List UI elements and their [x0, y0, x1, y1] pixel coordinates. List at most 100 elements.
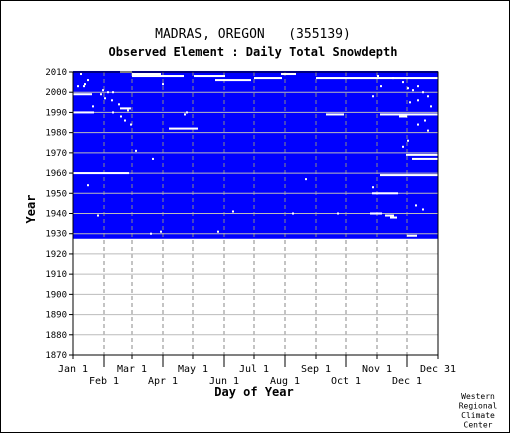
missing-point [150, 232, 152, 235]
y-tick-label: 1990 [45, 108, 67, 118]
y-tick-label: 1970 [45, 149, 67, 159]
y-tick-label: 2000 [45, 88, 67, 98]
missing-point [80, 73, 82, 76]
missing-point [372, 95, 374, 98]
missing-point [422, 91, 424, 94]
missing-point [407, 139, 409, 142]
missing-segment [407, 234, 417, 237]
x-tick-label: Dec 1 [392, 376, 422, 387]
missing-segment [370, 212, 382, 215]
y-axis-label: Year [24, 195, 38, 224]
missing-point [102, 89, 104, 92]
missing-point [415, 204, 417, 207]
missing-segment [132, 75, 184, 78]
x-tick-label: Jun 1 [209, 376, 239, 387]
missing-point [422, 208, 424, 211]
missing-point [186, 111, 188, 114]
missing-point [83, 85, 85, 88]
y-tick-label: 1870 [45, 351, 67, 361]
missing-segment [215, 79, 251, 82]
missing-segment [120, 107, 131, 110]
missing-point [160, 230, 162, 233]
missing-point [407, 87, 409, 90]
chart-subtitle: Observed Element : Daily Total Snowdepth [109, 45, 398, 59]
x-tick-label: Aug 1 [270, 376, 300, 387]
missing-segment [380, 113, 438, 116]
missing-point [417, 85, 419, 88]
missing-point [217, 230, 219, 233]
x-tick-label: Dec 31 [420, 364, 456, 375]
missing-point [112, 111, 114, 114]
missing-point [427, 95, 429, 98]
missing-point [127, 109, 129, 112]
missing-segment [194, 75, 225, 78]
y-tick-label: 1930 [45, 230, 67, 240]
missing-segment [399, 115, 407, 118]
missing-segment [372, 192, 398, 195]
x-tick-label: Feb 1 [89, 376, 119, 387]
chart-title: MADRAS, OREGON (355139) [155, 27, 351, 42]
missing-point [124, 119, 126, 122]
missing-segment [73, 111, 94, 114]
missing-point [118, 103, 120, 106]
missing-segment [316, 77, 438, 80]
missing-point [372, 186, 374, 189]
missing-segment [73, 93, 92, 96]
missing-segment [132, 73, 161, 76]
missing-point [380, 85, 382, 88]
y-tick-label: 1960 [45, 169, 67, 179]
y-tick-label: 1900 [45, 290, 67, 300]
y-tick-label: 1890 [45, 311, 67, 321]
x-axis-label: Day of Year [214, 385, 293, 399]
x-tick-label: Jul 1 [239, 364, 269, 375]
plot-area [73, 70, 438, 356]
missing-point [100, 93, 102, 96]
missing-segment [412, 157, 438, 160]
missing-point [107, 91, 109, 94]
missing-point [417, 99, 419, 102]
credit-line: Western [461, 392, 495, 401]
missing-point [392, 77, 394, 80]
missing-segment [380, 174, 438, 177]
missing-point [152, 157, 154, 160]
missing-segment [254, 77, 282, 80]
y-tick-label: 1980 [45, 129, 67, 139]
missing-segment [385, 214, 394, 217]
missing-point [77, 85, 79, 88]
missing-point [402, 81, 404, 84]
x-tick-label: Nov 1 [362, 364, 392, 375]
credit-line: Regional [459, 402, 498, 411]
x-tick-label: Sep 1 [301, 364, 331, 375]
missing-segment [281, 73, 296, 76]
missing-point [305, 178, 307, 181]
x-tick-label: Apr 1 [148, 376, 178, 387]
credit-line: Climate [461, 411, 495, 420]
credit-line: Center [464, 421, 493, 430]
missing-point [184, 113, 186, 116]
missing-point [377, 75, 379, 78]
missing-point [417, 123, 419, 126]
missing-point [430, 105, 432, 108]
missing-point [97, 214, 99, 217]
data-block [73, 70, 438, 239]
missing-point [409, 101, 411, 104]
missing-segment [73, 172, 129, 175]
missing-point [412, 89, 414, 92]
y-tick-label: 1910 [45, 270, 67, 280]
y-tick-label: 2010 [45, 68, 67, 78]
x-tick-label: Mar 1 [117, 364, 147, 375]
missing-segment [326, 113, 344, 116]
missing-segment [406, 153, 438, 156]
missing-point [337, 212, 339, 215]
missing-segment [169, 127, 198, 130]
missing-point [87, 79, 89, 82]
missing-point [135, 149, 137, 152]
x-tick-label: Oct 1 [331, 376, 361, 387]
missing-point [111, 99, 113, 102]
missing-point [402, 145, 404, 148]
missing-point [232, 210, 234, 213]
missing-point [84, 83, 86, 86]
missing-point [130, 123, 132, 126]
missing-point [292, 212, 294, 215]
